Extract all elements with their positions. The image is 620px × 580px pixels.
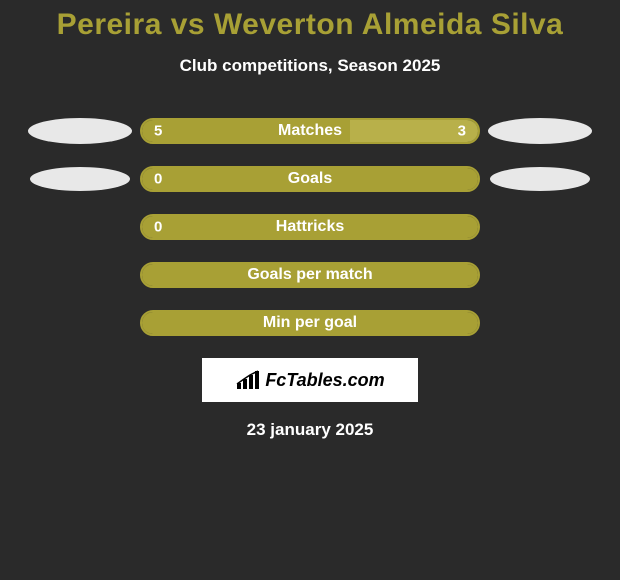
stat-bar: Matches 5 3 xyxy=(140,118,480,144)
stat-bar: Goals per match xyxy=(140,262,480,288)
stat-label: Min per goal xyxy=(263,314,357,332)
stat-row: Matches 5 3 xyxy=(0,118,620,144)
left-ellipse-slot xyxy=(20,167,140,191)
player-ellipse-left xyxy=(30,167,130,191)
stat-value-left: 0 xyxy=(154,219,162,236)
left-ellipse-slot xyxy=(20,118,140,144)
logo-box: FcTables.com xyxy=(202,358,418,402)
page-title: Pereira vs Weverton Almeida Silva xyxy=(0,8,620,42)
stat-row: Goals 0 xyxy=(0,166,620,192)
stat-value-left: 5 xyxy=(154,123,162,140)
player-ellipse-left xyxy=(28,118,132,144)
stat-label: Hattricks xyxy=(276,218,344,236)
stat-label: Goals per match xyxy=(247,266,372,284)
stat-bar: Min per goal xyxy=(140,310,480,336)
right-ellipse-slot xyxy=(480,167,600,191)
stat-rows: Matches 5 3 Goals 0 Hattricks 0 Goals per match… xyxy=(0,118,620,336)
stat-value-right: 3 xyxy=(458,123,466,140)
logo: FcTables.com xyxy=(235,369,384,391)
logo-text: FcTables.com xyxy=(265,370,384,391)
right-ellipse-slot xyxy=(480,118,600,144)
stat-value-left: 0 xyxy=(154,171,162,188)
stat-bar: Goals 0 xyxy=(140,166,480,192)
player-ellipse-right xyxy=(488,118,592,144)
comparison-card: Pereira vs Weverton Almeida Silva Club c… xyxy=(0,0,620,440)
stat-label: Goals xyxy=(288,170,332,188)
stat-row: Hattricks 0 xyxy=(0,214,620,240)
player-ellipse-right xyxy=(490,167,590,191)
date-label: 23 january 2025 xyxy=(0,420,620,440)
subtitle: Club competitions, Season 2025 xyxy=(0,56,620,76)
stat-row: Goals per match xyxy=(0,262,620,288)
bars-icon xyxy=(235,369,261,391)
stat-row: Min per goal xyxy=(0,310,620,336)
stat-label: Matches xyxy=(278,122,342,140)
stat-bar: Hattricks 0 xyxy=(140,214,480,240)
